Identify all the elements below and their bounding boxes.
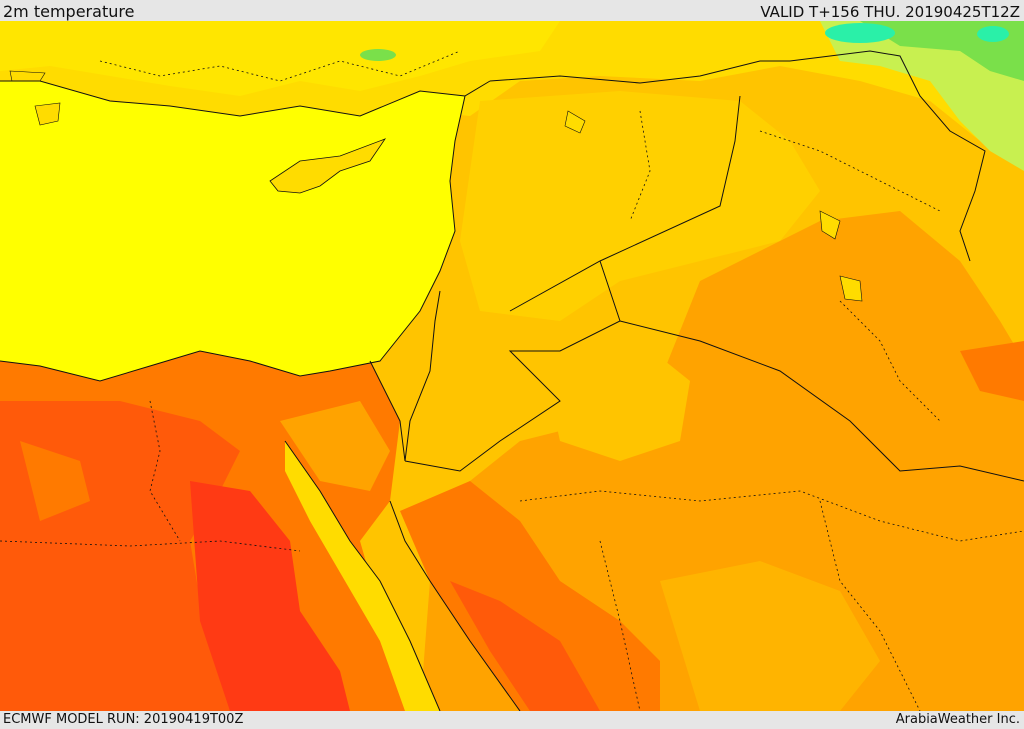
zone-syria [460,91,820,321]
border-turkey-syria-iraq [489,50,986,262]
hotter-zone-hejaz [450,581,600,711]
coastline-sinai [369,360,406,462]
coastline-turkey [0,80,466,117]
zone-sinai [280,401,390,491]
border-syria-iraq [509,95,741,312]
valid-time-label: VALID T+156 THU. 20190425T12Z [760,3,1020,21]
coastline-arabia-redsea [389,500,521,711]
province-line-iraq [759,130,941,212]
model-run-label: ECMWF MODEL RUN: 20190419T00Z [3,712,244,727]
province-line-saudi-3 [819,500,921,711]
header-bar: 2m temperature VALID T+156 THU. 20190425… [0,0,1024,21]
aegean-island-north [9,70,46,82]
coldest-spot-east [977,26,1009,42]
coastline-egypt-redsea [284,440,441,711]
mediterranean-sea [0,81,465,381]
footer-bar: ECMWF MODEL RUN: 20190419T00Z ArabiaWeat… [0,711,1024,729]
border-israel-jordan [404,290,441,462]
province-line-turkey [99,50,461,82]
temperature-map [0,21,1024,711]
hot-zone-hejaz [400,481,660,711]
cyprus-island [269,138,387,194]
border-jordan [404,260,621,472]
province-line-egypt [0,540,301,552]
province-line-syria [629,110,651,222]
zone-egypt-spot [20,441,90,521]
aegean-island [34,102,61,126]
zone-arabia-south [660,561,880,711]
coldest-spot-north [825,23,895,43]
province-line-egypt-2 [149,400,181,542]
lake-syria [564,110,586,134]
cold-spot-turkey [360,49,396,61]
red-sea [285,441,440,711]
hot-zone-gulf [960,341,1024,401]
cool-zone-turkey [0,21,560,96]
province-line-saudi [519,490,1024,542]
zone-arabia [420,211,1024,711]
provider-label: ArabiaWeather Inc. [895,712,1020,727]
zone-jordan [540,341,690,461]
lake-iraq-south [839,275,863,302]
coastline-levant [0,80,491,382]
map-title: 2m temperature [3,2,135,21]
hottest-zone-nile [190,481,350,711]
lake-iraq [819,210,841,240]
border-iraq-saudi [619,320,1024,482]
